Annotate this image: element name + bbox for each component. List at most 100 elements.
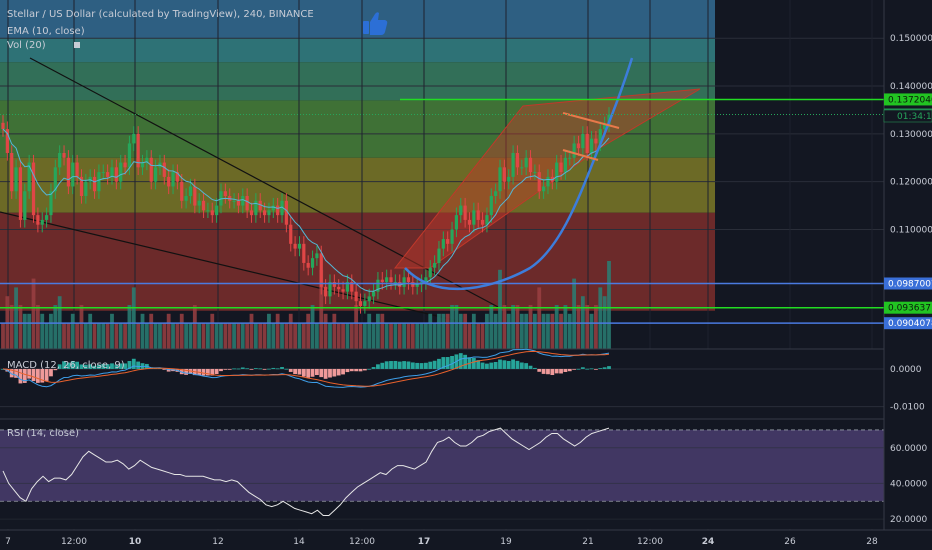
volume-bar	[271, 322, 276, 349]
volume-bar	[332, 313, 337, 349]
volume-bar	[559, 313, 563, 349]
macd-histogram-bar	[88, 364, 93, 369]
chart-title: Stellar / US Dollar (calculated by Tradi…	[7, 9, 314, 20]
volume-bar	[598, 287, 603, 349]
macd-histogram-bar	[127, 361, 132, 369]
volume-bar	[489, 305, 494, 349]
volume-bar	[406, 322, 411, 349]
volume-bar	[1, 322, 5, 349]
volume-bar	[589, 313, 594, 349]
volume-bar	[192, 305, 197, 349]
macd-histogram-bar	[476, 360, 481, 369]
volume-bar	[240, 322, 245, 349]
trendline-upper[interactable]	[29, 57, 501, 309]
macd-histogram-bar	[49, 368, 53, 377]
volume-bar	[323, 313, 328, 349]
candle-body	[354, 291, 358, 302]
candle-body	[371, 291, 376, 297]
volume-bar	[336, 322, 341, 349]
macd-histogram-bar	[480, 362, 485, 369]
macd-histogram-bar	[267, 368, 271, 370]
horizontal-levels[interactable]	[0, 98, 884, 324]
candle-body	[40, 219, 44, 225]
time-tick-label: 21	[582, 537, 593, 547]
volume-bar	[524, 313, 529, 349]
volume-bar	[541, 313, 546, 349]
macd-histogram-bar	[576, 368, 581, 370]
volume-bar	[88, 313, 93, 349]
candle-body	[454, 215, 459, 230]
macd-histogram-bar	[572, 368, 577, 370]
volume-bar	[62, 322, 66, 349]
volume-bar	[53, 305, 58, 349]
channel-line-upper[interactable]	[562, 112, 620, 129]
thumbs-up-icon	[363, 12, 388, 35]
macd-histogram-bar	[9, 368, 14, 378]
volume-bar	[502, 305, 507, 349]
candle-body	[489, 196, 493, 216]
macd-histogram-bar	[384, 361, 389, 369]
macd-histogram-bar	[118, 363, 123, 369]
macd-histogram-bar	[428, 361, 433, 369]
candle-body	[119, 162, 123, 182]
volume-bar	[546, 313, 550, 349]
candle-body	[44, 215, 49, 220]
macd-histogram-bar	[594, 368, 598, 370]
candle-body	[297, 243, 302, 249]
macd-histogram-bar	[40, 368, 45, 383]
volume-bar	[197, 322, 202, 349]
time-axis-ticks: 7 12:00 10 12 14 12:00 17 19 21 12:00 24 26 28	[5, 537, 878, 547]
volume-bar	[219, 322, 223, 349]
macd-histogram-bar	[376, 364, 380, 369]
volume-bar	[40, 313, 45, 349]
candle-body	[53, 167, 57, 192]
candle-body	[36, 215, 40, 225]
macd-histogram-bar	[358, 368, 363, 372]
volume-bar	[607, 261, 611, 349]
candle-body	[171, 172, 175, 187]
channel-line-lower[interactable]	[562, 149, 599, 161]
rsi-tick-label: 20.0000	[890, 515, 927, 525]
volume-bar	[288, 313, 293, 349]
volume-bar	[136, 322, 141, 349]
candle-body	[406, 277, 411, 283]
macd-histogram-bar	[253, 368, 258, 369]
candle-body	[428, 267, 432, 278]
macd-histogram-bar	[184, 368, 189, 375]
macd-histogram-bar	[515, 360, 520, 369]
volume-bar	[162, 322, 167, 349]
time-axis[interactable]	[0, 530, 932, 550]
volume-bar	[188, 322, 193, 349]
volume-bar	[367, 313, 372, 349]
macd-histogram-bar	[402, 361, 406, 369]
volume-bar	[14, 287, 18, 349]
macd-histogram-bar	[284, 368, 289, 370]
macd-histogram-bar	[297, 368, 302, 375]
macd-histogram-bar	[227, 368, 232, 370]
volume-bar	[371, 322, 376, 349]
macd-histogram-bar	[406, 361, 411, 369]
macd-histogram-bar	[35, 368, 40, 383]
volume-bar	[480, 322, 485, 349]
macd-histogram-bar	[223, 368, 228, 370]
rounding-bottom-curve[interactable]	[404, 57, 634, 291]
price-axis[interactable]	[884, 0, 932, 530]
macd-histogram-bar	[31, 368, 36, 382]
volume-bar	[349, 322, 354, 349]
volume-bar	[35, 305, 40, 349]
price-label-text: 0.0904078	[888, 319, 932, 329]
candle-body	[27, 162, 31, 192]
candle-body	[472, 210, 476, 225]
price-label-box	[884, 93, 932, 106]
candle-body	[572, 143, 576, 158]
macd-histogram-bar	[301, 368, 306, 377]
candle-body	[210, 210, 214, 216]
volume-bar	[380, 313, 385, 349]
time-tick-label: 10	[129, 537, 142, 547]
price-labels: 0.13720400.13406070.09870070.09363710.09…	[884, 93, 932, 330]
macd-histogram-bar	[602, 367, 607, 369]
volume-bar	[319, 269, 324, 349]
macd-histogram-bar	[70, 360, 75, 369]
